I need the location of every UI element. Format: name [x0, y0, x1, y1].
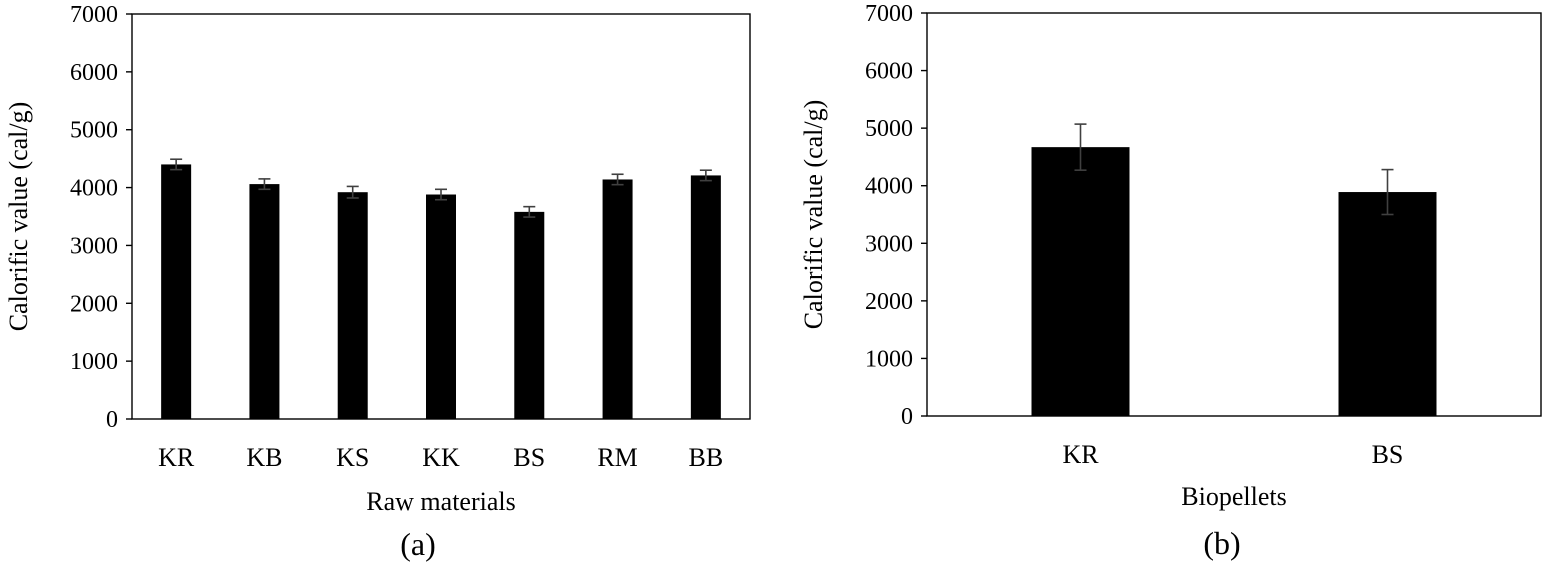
x-category-label: KB	[246, 443, 282, 472]
y-tick-label: 3000	[865, 231, 913, 257]
y-tick-label: 2000	[70, 291, 118, 317]
x-category-label: KR	[1062, 440, 1099, 469]
y-tick-label: 4000	[70, 176, 118, 202]
y-tick-label: 0	[106, 407, 118, 433]
y-tick-label: 4000	[865, 174, 913, 200]
x-category-label: BS	[1372, 440, 1404, 469]
bar-kb	[249, 184, 280, 419]
bar-ks	[337, 192, 368, 419]
y-tick-label: 1000	[70, 349, 118, 375]
y-tick-label: 1000	[865, 346, 913, 372]
panel-label: (b)	[1203, 525, 1240, 561]
x-axis-label: Biopellets	[1181, 482, 1286, 511]
y-tick-label: 2000	[865, 289, 913, 315]
bar-bs	[514, 211, 545, 419]
y-tick-label: 6000	[865, 59, 913, 85]
y-tick-label: 3000	[70, 233, 118, 259]
bar-kk	[426, 194, 456, 419]
x-axis-label: Raw materials	[366, 487, 515, 516]
panel-label: (a)	[400, 526, 436, 562]
bar-bs	[1338, 192, 1437, 416]
x-category-label: RM	[597, 443, 637, 472]
bar-rm	[602, 179, 633, 419]
y-tick-label: 6000	[70, 60, 118, 86]
x-category-label: BS	[513, 443, 545, 472]
y-axis-label: Calorific value (cal/g)	[4, 102, 33, 332]
y-tick-label: 7000	[865, 1, 913, 27]
x-category-label: KR	[158, 443, 195, 472]
bar-bb	[690, 175, 721, 419]
x-category-label: BB	[689, 443, 724, 472]
x-category-label: KK	[422, 443, 460, 472]
y-tick-label: 5000	[865, 116, 913, 142]
chart-a: 0 1000 2000 3000 4000 5000 6000 7000 KR KB KS KK BS R…	[4, 2, 751, 562]
plot-area-frame	[926, 12, 1542, 417]
bar-kr	[161, 164, 192, 419]
chart-b: 0 1000 2000 3000 4000 5000 6000 7000 KR BS Biopell…	[799, 1, 1542, 561]
y-tick-label: 5000	[70, 118, 118, 144]
y-axis-label: Calorific value (cal/g)	[799, 100, 828, 330]
bar-kr	[1031, 147, 1130, 417]
x-category-label: KS	[336, 443, 369, 472]
y-tick-label: 0	[901, 404, 913, 430]
y-tick-label: 7000	[70, 2, 118, 28]
